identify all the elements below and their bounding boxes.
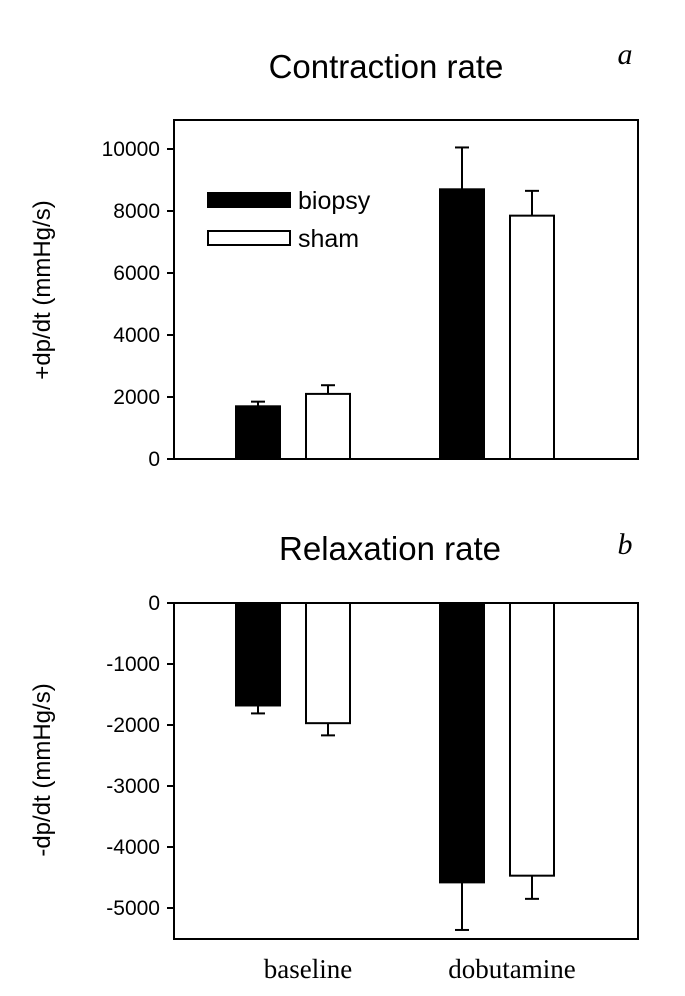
legend-swatch-sham	[207, 230, 291, 246]
y-axis-label-b: -dp/dt (mmHg/s)	[29, 683, 56, 856]
bar-biopsy-baseline	[235, 405, 281, 460]
legend-label-biopsy: biopsy	[298, 187, 371, 215]
legend-label-sham: sham	[298, 225, 359, 253]
y-tick-label: 6000	[113, 262, 160, 285]
x-tick-label-dobutamine: dobutamine	[448, 954, 575, 984]
y-axis-b: 0 -1000 -2000 -3000 -4000 -5000	[106, 592, 174, 920]
bars-b	[235, 602, 555, 931]
y-tick-label: 8000	[113, 200, 160, 223]
y-tick-label: 4000	[113, 324, 160, 347]
y-tick-label: 0	[148, 592, 160, 615]
bar-sham-dobutamine	[509, 214, 555, 460]
bar-sham-baseline	[305, 602, 351, 725]
y-tick-label: -3000	[106, 775, 160, 798]
y-tick-label: -4000	[106, 836, 160, 859]
y-tick-label: -5000	[106, 897, 160, 920]
bar-biopsy-baseline	[235, 602, 281, 707]
x-axis: baseline dobutamine	[264, 954, 576, 984]
x-tick-label-baseline: baseline	[264, 954, 352, 984]
relaxation-rate-title: Relaxation rate	[279, 530, 501, 567]
plot-frame-a	[173, 119, 639, 460]
contraction-rate-title: Contraction rate	[269, 48, 504, 85]
panel-label-b: b	[618, 528, 633, 561]
legend: biopsy sham	[207, 187, 371, 253]
bar-biopsy-dobutamine	[439, 188, 485, 461]
bars-a	[235, 146, 555, 461]
contraction-rate-panel: Contraction rate a 0 2000 4000 6000 8000 1000…	[29, 38, 639, 471]
y-tick-label: 0	[148, 448, 160, 471]
y-tick-label: -2000	[106, 714, 160, 737]
relaxation-rate-panel: Relaxation rate b 0 -1000 -2000 -3000 -4000 -…	[29, 528, 639, 984]
panel-label-a: a	[618, 38, 633, 71]
y-tick-label: -1000	[106, 653, 160, 676]
legend-swatch-biopsy	[207, 192, 291, 208]
bar-sham-baseline	[305, 392, 351, 460]
y-axis-a: 0 2000 4000 6000 8000 10000	[102, 138, 174, 471]
y-tick-label: 2000	[113, 386, 160, 409]
plot-frame-b	[173, 602, 639, 940]
y-axis-label-a: +dp/dt (mmHg/s)	[29, 200, 56, 379]
y-tick-label: 10000	[102, 138, 160, 161]
bar-sham-dobutamine	[509, 602, 555, 877]
bar-biopsy-dobutamine	[439, 602, 485, 884]
